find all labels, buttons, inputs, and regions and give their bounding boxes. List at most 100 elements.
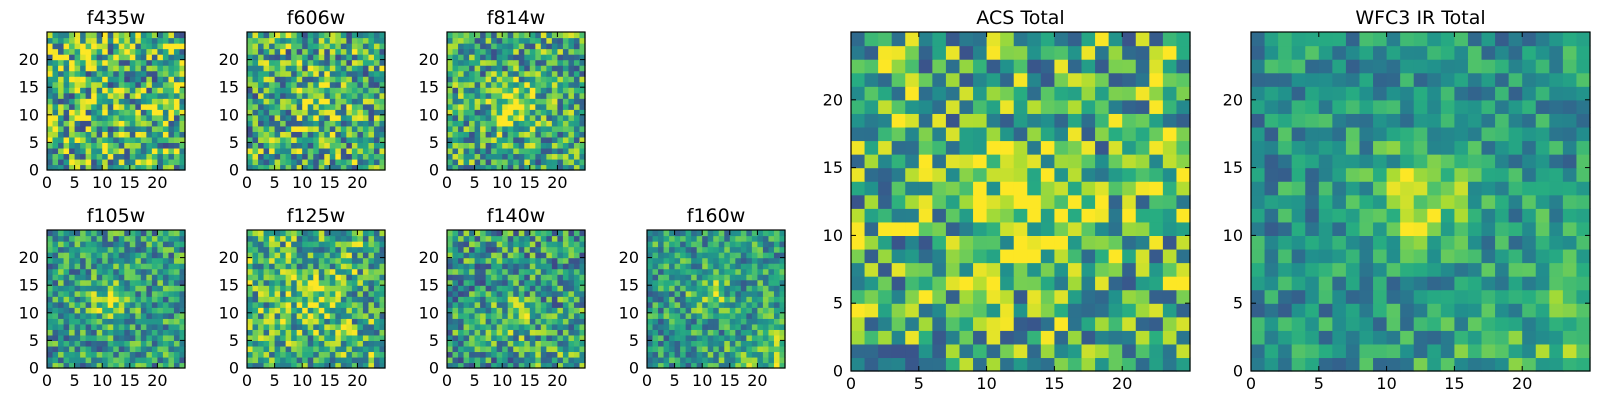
heatmap-cell — [685, 290, 692, 297]
heatmap-cell — [96, 268, 103, 275]
heatmap-cell — [562, 158, 570, 166]
heatmap-cell — [69, 70, 76, 77]
heatmap-cell — [707, 323, 714, 330]
heatmap-cell — [307, 296, 314, 303]
heatmap-cell — [773, 285, 781, 292]
heatmap-cell — [140, 164, 147, 171]
heatmap-cell — [124, 131, 131, 138]
heatmap-cell — [773, 274, 781, 281]
heatmap-cell — [91, 230, 98, 237]
y-tick-label: 0 — [29, 359, 39, 378]
heatmap-cell — [47, 296, 54, 303]
heatmap-cell — [129, 32, 136, 39]
heatmap-cell — [740, 241, 747, 248]
heatmap-cell — [480, 81, 487, 88]
heatmap-cell — [302, 257, 309, 264]
heatmap-cell — [724, 334, 731, 341]
heatmap-cell — [324, 92, 331, 99]
heatmap-cell — [1108, 167, 1123, 182]
heatmap-cell — [151, 153, 158, 160]
heatmap-cell — [124, 65, 131, 72]
heatmap-cell — [579, 296, 586, 303]
heatmap-cell — [663, 362, 670, 369]
heatmap-cell — [296, 301, 303, 308]
heatmap-cell — [63, 279, 70, 286]
heatmap-cell — [274, 109, 281, 116]
heatmap-cell — [562, 81, 570, 88]
heatmap-cell — [557, 81, 564, 88]
heatmap-cell — [652, 252, 659, 259]
heatmap-cell — [247, 241, 254, 248]
heatmap-cell — [252, 109, 259, 116]
heatmap-cell — [47, 54, 54, 61]
heatmap-cell — [102, 87, 109, 94]
heatmap-cell — [458, 136, 465, 143]
heatmap-cell — [162, 87, 170, 94]
heatmap-cell — [274, 32, 281, 39]
heatmap-cells — [647, 230, 786, 369]
heatmap-cell — [318, 301, 325, 308]
heatmap-cell — [168, 32, 175, 39]
heatmap-cell — [491, 290, 498, 297]
heatmap-cell — [751, 235, 758, 242]
heatmap-cell — [179, 103, 186, 110]
heatmap-cell — [168, 59, 175, 66]
heatmap-cell — [779, 290, 786, 297]
heatmap-cell — [452, 235, 459, 242]
heatmap-cell — [1095, 330, 1110, 345]
heatmap-cell — [247, 125, 254, 132]
heatmap-cell — [658, 340, 665, 347]
heatmap-cell — [157, 329, 164, 336]
heatmap-cell — [135, 279, 142, 286]
heatmap-cell — [463, 114, 470, 121]
heatmap-cell — [568, 125, 575, 132]
heatmap-cell — [568, 103, 575, 110]
heatmap-cell — [540, 32, 547, 39]
heatmap-cell — [302, 252, 309, 259]
heatmap-cell — [129, 125, 136, 132]
heatmap-cell — [562, 59, 570, 66]
heatmap-cell — [69, 307, 76, 314]
heatmap-cell — [129, 312, 136, 319]
heatmap-cell — [973, 303, 988, 318]
heatmap-cell — [162, 241, 170, 248]
heatmap-cell — [157, 312, 164, 319]
heatmap-cell — [647, 235, 654, 242]
heatmap-cell — [162, 290, 170, 297]
heatmap-cell — [480, 98, 487, 105]
heatmap-cell — [496, 92, 503, 99]
heatmap-cell — [485, 76, 492, 83]
heatmap-cell — [702, 356, 709, 364]
heatmap-cell — [58, 312, 65, 319]
heatmap-cell — [1081, 248, 1096, 264]
heatmap-cell — [168, 103, 175, 110]
heatmap-cell — [718, 307, 725, 314]
heatmap-cell — [452, 103, 459, 110]
heatmap-cell — [313, 362, 320, 369]
heatmap-cell — [129, 290, 136, 297]
heatmap-cell — [724, 285, 731, 292]
heatmap-cell — [1000, 248, 1015, 264]
heatmap-cell — [480, 70, 487, 77]
heatmap-cell — [779, 268, 786, 275]
heatmap-cell — [540, 48, 547, 55]
heatmap-cell — [258, 241, 265, 248]
heatmap-cell — [102, 54, 109, 61]
heatmap-cell — [285, 92, 292, 99]
heatmap-cell — [247, 43, 254, 50]
heatmap-cell — [58, 109, 65, 116]
heatmap-cell — [107, 59, 114, 66]
heatmap-cell — [496, 103, 503, 110]
heatmap-cell — [118, 290, 125, 297]
heatmap-cell — [368, 103, 375, 110]
heatmap-cell — [718, 340, 725, 347]
heatmap-cell — [729, 230, 736, 237]
heatmap-cell — [263, 153, 270, 160]
heatmap-cell — [146, 43, 153, 50]
heatmap-cell — [129, 164, 136, 171]
heatmap-cell — [751, 296, 758, 303]
heatmap-cell — [252, 257, 259, 264]
heatmap-cell — [1149, 316, 1164, 331]
heatmap-cell — [357, 345, 364, 353]
heatmap-cell — [463, 87, 470, 94]
